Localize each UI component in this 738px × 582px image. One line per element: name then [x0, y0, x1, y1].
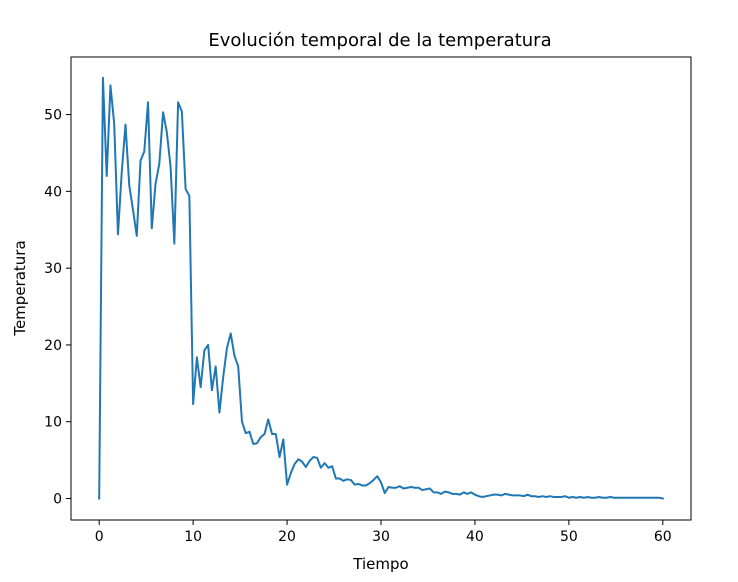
x-axis: 0 10 20 30 40 50 60 — [95, 520, 672, 545]
x-tick-label: 50 — [560, 529, 578, 545]
x-tick-label: 60 — [654, 529, 672, 545]
chart-title: Evolución temporal de la temperatura — [208, 30, 551, 51]
x-tick-label: 20 — [278, 529, 296, 545]
y-tick-label: 50 — [44, 108, 62, 124]
y-tick-label: 40 — [44, 184, 62, 200]
x-axis-label: Tiempo — [352, 555, 408, 573]
x-tick-label: 40 — [466, 529, 484, 545]
x-tick-label: 0 — [95, 529, 104, 545]
plot-area — [98, 76, 665, 500]
y-tick-label: 30 — [44, 261, 62, 277]
y-axis: 0 10 20 30 40 50 — [44, 108, 71, 508]
x-tick-label: 10 — [184, 529, 202, 545]
y-tick-label: 20 — [44, 338, 62, 354]
x-tick-label: 30 — [372, 529, 390, 545]
y-tick-label: 0 — [53, 492, 62, 508]
series-line-0 — [98, 76, 665, 500]
plot-frame — [70, 56, 692, 521]
y-tick-label: 10 — [44, 415, 62, 431]
y-axis-label: Temperatura — [11, 240, 29, 336]
